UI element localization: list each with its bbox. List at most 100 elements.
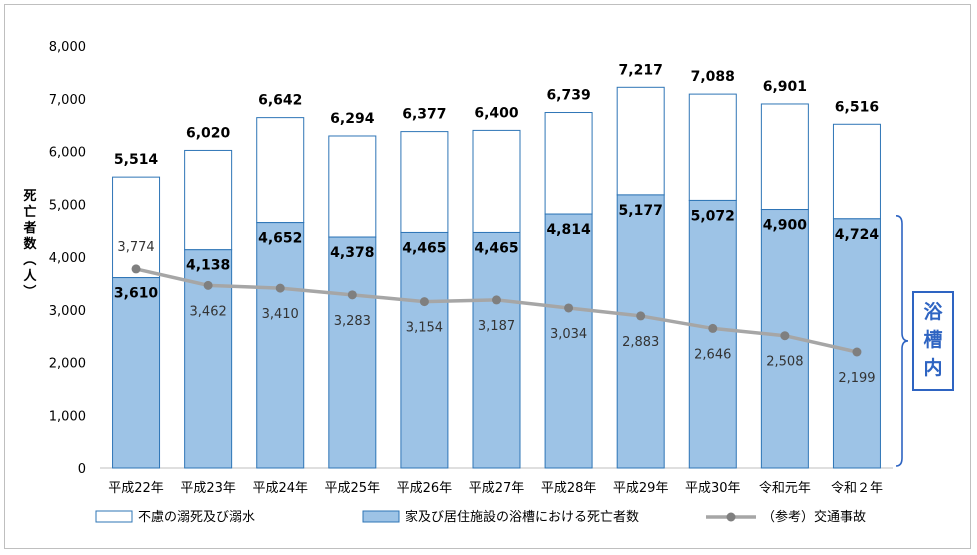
traffic-point bbox=[131, 264, 141, 274]
outer-bar bbox=[760, 103, 809, 211]
outer-bar bbox=[184, 149, 233, 251]
outer-bar bbox=[616, 86, 665, 196]
traffic-value-label: 2,646 bbox=[694, 347, 731, 362]
traffic-value-label: 3,462 bbox=[190, 304, 227, 319]
traffic-point bbox=[275, 283, 285, 293]
traffic-line-layer bbox=[131, 264, 862, 357]
x-tick-label: 平成29年 bbox=[613, 481, 669, 496]
bar-layer bbox=[112, 86, 881, 469]
x-tick-label: 平成24年 bbox=[252, 481, 308, 496]
total-label: 7,217 bbox=[619, 62, 663, 78]
legend-label-bath: 家及び居住施設の浴槽における死亡者数 bbox=[405, 509, 639, 525]
outer-bar bbox=[688, 93, 737, 201]
outer-bar bbox=[112, 176, 161, 279]
bracket-brace bbox=[895, 215, 909, 467]
bathtub-label-box bbox=[912, 291, 954, 391]
bath-value-label: 5,072 bbox=[691, 208, 735, 224]
x-tick-label: 平成27年 bbox=[469, 481, 525, 496]
traffic-value-label: 2,883 bbox=[622, 335, 659, 350]
inner-bar bbox=[256, 222, 305, 469]
traffic-value-label: 3,410 bbox=[262, 307, 299, 322]
total-label: 6,400 bbox=[474, 105, 519, 121]
y-tick-label: 4,000 bbox=[49, 251, 86, 266]
outer-bar bbox=[256, 117, 305, 224]
bath-value-label: 4,378 bbox=[330, 245, 374, 261]
x-tick-label: 平成22年 bbox=[108, 481, 164, 496]
bath-value-label: 4,138 bbox=[186, 258, 230, 274]
y-axis-label-char: 死 bbox=[23, 189, 36, 204]
y-tick-label: 0 bbox=[78, 462, 86, 477]
label-layer: 平成22年 5,514 平成23年 6,020 平成24年 6,642 平成25年 6,294… bbox=[108, 62, 883, 496]
traffic-point bbox=[203, 280, 213, 290]
inner-bar bbox=[472, 231, 521, 469]
y-axis-label: 死亡者数（ 人） bbox=[21, 189, 37, 298]
bath-value-label: 4,465 bbox=[402, 240, 446, 256]
traffic-value-label: 3,034 bbox=[550, 327, 587, 342]
inner-bar bbox=[688, 199, 737, 469]
traffic-value-label: 3,187 bbox=[478, 319, 515, 334]
traffic-point bbox=[564, 303, 574, 313]
y-axis-label-char: 者 bbox=[22, 220, 36, 236]
x-tick-label: 平成25年 bbox=[325, 481, 381, 496]
x-tick-label: 令和元年 bbox=[759, 481, 811, 496]
traffic-point bbox=[492, 295, 501, 305]
traffic-point bbox=[347, 290, 357, 300]
traffic-point bbox=[419, 297, 429, 307]
y-tick-label: 7,000 bbox=[49, 93, 86, 108]
legend-label-traffic: （参考）交通事故 bbox=[762, 509, 866, 525]
legend-marker-traffic bbox=[726, 512, 736, 522]
x-tick-label: 令和２年 bbox=[831, 481, 883, 496]
outer-bar bbox=[832, 123, 881, 220]
bathtub-label-char: 槽 bbox=[923, 328, 942, 351]
y-axis-label-char: ） bbox=[21, 284, 37, 297]
traffic-point bbox=[708, 323, 718, 333]
y-tick-label: 6,000 bbox=[49, 146, 86, 161]
legend-swatch-accident bbox=[95, 510, 133, 523]
inner-bar bbox=[616, 194, 665, 469]
inner-bar bbox=[832, 218, 881, 469]
inner-bar bbox=[400, 231, 449, 469]
traffic-point bbox=[780, 331, 790, 341]
y-tick-label: 2,000 bbox=[49, 357, 86, 372]
total-label: 7,088 bbox=[691, 69, 735, 85]
bath-value-label: 4,652 bbox=[258, 231, 302, 247]
total-label: 6,294 bbox=[330, 111, 375, 127]
y-axis-label-char: （ bbox=[21, 252, 37, 265]
traffic-value-label: 3,154 bbox=[406, 321, 443, 336]
total-label: 6,642 bbox=[258, 93, 302, 109]
y-axis-label-char: 人 bbox=[23, 268, 37, 284]
bath-value-label: 4,724 bbox=[835, 227, 880, 243]
x-tick-label: 平成23年 bbox=[180, 481, 236, 496]
bathtub-bracket: 浴槽内 bbox=[895, 215, 954, 467]
total-label: 6,516 bbox=[835, 99, 879, 115]
chart-frame bbox=[4, 4, 971, 549]
axis-layer: 0 1,000 2,000 3,000 4,000 5,000 6,000 7,000 8,00… bbox=[49, 40, 893, 477]
y-tick-label: 3,000 bbox=[49, 304, 86, 319]
bath-value-label: 4,900 bbox=[763, 218, 808, 234]
bath-value-label: 5,177 bbox=[619, 203, 663, 219]
total-label: 6,901 bbox=[763, 79, 807, 95]
traffic-point bbox=[852, 347, 862, 357]
total-label: 6,020 bbox=[186, 125, 231, 141]
y-tick-label: 8,000 bbox=[49, 40, 86, 55]
y-axis-label-char: 亡 bbox=[23, 204, 36, 220]
bath-value-label: 3,610 bbox=[114, 286, 159, 302]
x-tick-label: 平成28年 bbox=[541, 481, 597, 496]
y-tick-label: 5,000 bbox=[49, 198, 86, 213]
bath-value-label: 4,814 bbox=[546, 222, 591, 238]
traffic-value-label: 2,508 bbox=[766, 355, 803, 370]
traffic-value-label: 3,774 bbox=[117, 240, 154, 255]
x-tick-label: 平成26年 bbox=[397, 481, 453, 496]
x-tick-label: 平成30年 bbox=[685, 481, 741, 496]
traffic-value-label: 2,199 bbox=[838, 371, 875, 386]
outer-bar bbox=[400, 131, 449, 233]
inner-bar bbox=[112, 277, 161, 469]
total-label: 6,739 bbox=[546, 88, 590, 104]
total-label: 5,514 bbox=[114, 152, 159, 168]
bathtub-label: 浴槽内 bbox=[923, 301, 943, 379]
bathtub-label-char: 浴 bbox=[923, 301, 943, 323]
traffic-value-label: 3,283 bbox=[334, 314, 371, 329]
legend-swatch-bath bbox=[362, 510, 400, 523]
inner-bar bbox=[328, 236, 377, 469]
